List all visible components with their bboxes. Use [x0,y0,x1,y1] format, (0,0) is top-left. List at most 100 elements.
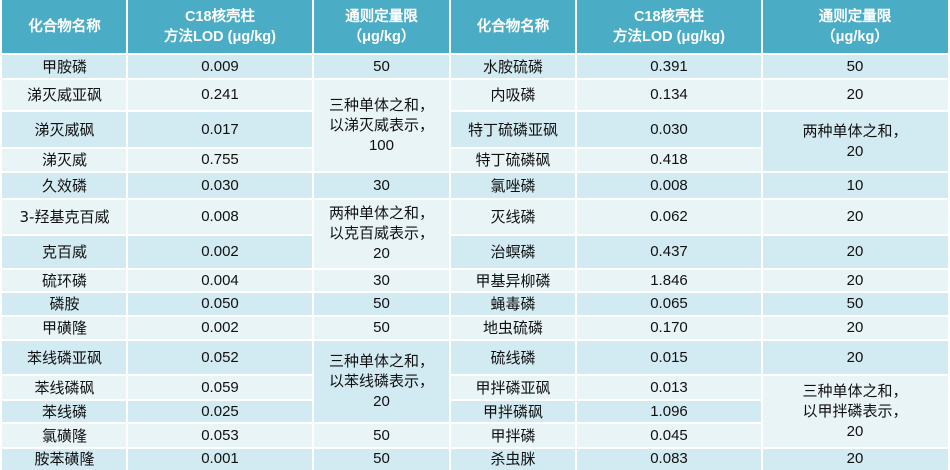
limit-value: 三种单体之和， 以甲拌磷表示， 20 [802,382,908,440]
row-divider [2,198,313,200]
row-divider [450,422,762,424]
header-lod-left: C18核壳柱 方法LOD (μg/kg) [164,9,276,45]
row-divider [2,374,313,376]
lod-value: 0.017 [201,120,239,138]
compound-name: 甲基异柳磷 [475,271,551,290]
lod-value: 0.170 [650,319,688,336]
lod-value: 0.241 [201,86,239,103]
row-divider [313,78,450,80]
table-row [2,448,948,470]
compound-name: 甲磺隆 [41,319,87,337]
limit-value: 50 [373,57,390,75]
header-lod-right: C18核壳柱 方法LOD (μg/kg) [613,9,725,45]
compound-name: 苯线磷 [41,402,87,421]
limit-value: 30 [373,271,390,289]
compound-name: 甲拌磷砜 [482,402,543,421]
lod-value: 0.008 [650,176,688,194]
row-divider [2,399,313,401]
row-divider [313,315,450,317]
row-divider [2,110,313,112]
row-divider [313,339,450,341]
compound-name: 涕灭威亚砜 [26,86,102,104]
lod-value: 0.053 [201,426,239,444]
column-divider [312,0,314,470]
row-divider [762,291,948,293]
compound-name: 水胺硫磷 [482,57,543,76]
row-divider [450,53,762,55]
row-divider [313,171,450,173]
row-divider [450,447,762,449]
table-row [2,199,948,235]
compound-name: 治螟磷 [490,243,536,261]
row-divider [450,234,762,236]
lod-value: 0.001 [201,450,239,467]
limit-value: 50 [373,295,390,312]
row-divider [762,374,948,376]
lod-value: 0.065 [650,295,688,312]
compound-name: 灭线磷 [490,208,536,226]
limit-value: 两种单体之和， 20 [802,122,908,160]
table-row [2,292,948,316]
limit-value: 30 [373,176,390,194]
row-divider [313,291,450,293]
compound-name: 涕灭威砜 [34,120,95,139]
row-divider [2,78,313,80]
lod-value: 0.004 [201,271,239,289]
compound-name: 涕灭威 [41,151,87,169]
compound-name: 磷胺 [49,295,80,313]
lod-value: 0.755 [201,151,239,168]
lod-value: 1.846 [650,271,688,289]
compound-name: 氯磺隆 [41,426,87,445]
merged-cell-bg [313,79,450,172]
compound-name: 胺苯磺隆 [34,450,95,468]
compound-name: 甲拌磷亚砜 [475,378,551,397]
row-divider [762,268,948,270]
row-divider [2,315,313,317]
limit-value: 20 [846,319,864,336]
table-row [2,269,948,292]
header-limit-left: 通则定量限 （μg/kg） [345,9,418,45]
row-divider [313,198,450,200]
row-divider [450,315,762,317]
row-divider [762,339,948,341]
lod-value: 0.009 [201,57,239,75]
compound-name: 氯唑磷 [490,176,536,195]
compound-name: 杀虫脒 [490,450,536,468]
compound-name: 地虫硫磷 [482,319,543,337]
limit-value: 三种单体之和， 以涕灭威表示， 100 [328,96,434,154]
limit-value: 20 [846,86,864,103]
compound-name: 硫线磷 [490,348,536,367]
row-divider [762,53,948,55]
row-divider [450,268,762,270]
row-divider [2,147,313,149]
compound-name: 蝇毒磷 [490,295,536,313]
lod-value: 0.134 [650,86,688,103]
table-row [2,54,948,79]
row-divider [762,198,948,200]
row-divider [2,171,313,173]
compound-name: 苯线磷亚砜 [26,348,102,367]
limit-value: 50 [373,319,390,336]
lod-value: 0.050 [201,295,239,312]
row-divider [762,447,948,449]
table-row [2,235,948,269]
row-divider [450,78,762,80]
limit-value: 两种单体之和， 以克百威表示， 20 [328,205,434,262]
table-row [2,172,948,199]
compound-name: 内吸磷 [490,86,536,104]
lod-value: 0.437 [650,243,688,260]
compound-name: 甲拌磷 [490,426,536,445]
lod-value: 0.030 [650,120,688,138]
row-divider [313,53,450,55]
row-divider [450,171,762,173]
compound-name: 克百威 [41,243,87,261]
compound-name: 3-羟基克百威 [19,208,110,226]
header-limit-right: 通则定量限 （μg/kg） [818,9,892,45]
row-divider [450,147,762,149]
limit-value: 三种单体之和， 以苯线磷表示， 20 [328,352,434,410]
row-divider [450,374,762,376]
table-row [2,79,948,111]
lod-value: 0.015 [650,348,688,366]
row-divider [313,422,450,424]
limit-value: 20 [846,243,864,260]
